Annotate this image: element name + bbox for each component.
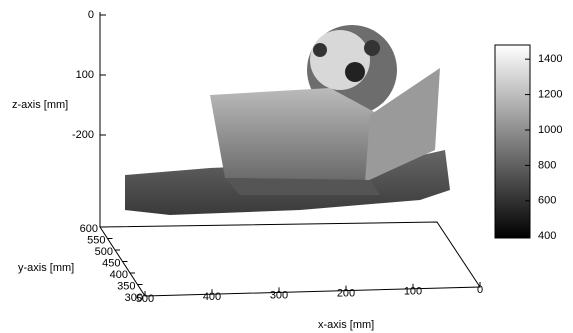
colorbar-tick-label: 800 [538, 159, 556, 171]
z-tick-label: -200 [72, 129, 94, 141]
y-tick-label: 350 [117, 280, 135, 292]
x-tick-label: 300 [270, 289, 288, 301]
x-tick-label: 400 [203, 291, 221, 303]
x-tick-label: 200 [337, 288, 355, 300]
colorbar [495, 45, 530, 238]
x-tick-label: 0 [477, 284, 483, 296]
point-cloud [125, 25, 450, 215]
y-tick-label: 300 [125, 292, 143, 304]
z-tick-label: 100 [76, 69, 94, 81]
z-tick-label: 0 [88, 9, 94, 21]
colorbar-tick-label: 1200 [538, 88, 562, 100]
x-tick-label: 100 [404, 286, 422, 298]
colorbar-tick-label: 400 [538, 230, 556, 242]
colorbar-tick-label: 1400 [538, 53, 562, 65]
y-tick-label: 550 [87, 234, 105, 246]
z-axis-label: z-axis [mm] [12, 99, 68, 111]
colorbar-tick-label: 1000 [538, 124, 562, 136]
y-tick-label: 500 [95, 246, 113, 258]
y-tick-label: 400 [110, 269, 128, 281]
y-tick-label: 600 [80, 223, 98, 235]
chart: z-axis [mm] y-axis [mm] x-axis [mm] 5004… [0, 0, 573, 333]
y-tick-label: 450 [102, 257, 120, 269]
y-axis-label: y-axis [mm] [18, 262, 74, 274]
x-axis-label: x-axis [mm] [318, 319, 374, 331]
colorbar-tick-label: 600 [538, 195, 556, 207]
